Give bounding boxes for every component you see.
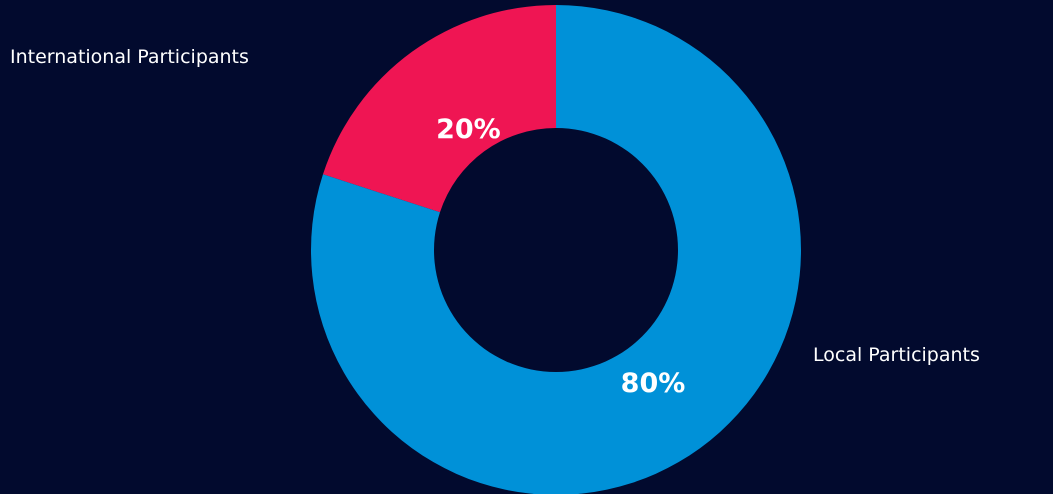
- slices-group: [311, 5, 801, 494]
- value-label-international-participants: 20%: [436, 114, 501, 145]
- slice-local-participants: [311, 5, 801, 494]
- category-label-local-participants: Local Participants: [813, 344, 980, 366]
- category-label-international-participants: International Participants: [10, 46, 249, 68]
- slice-international-participants: [322, 5, 556, 213]
- value-labels-group: 20% 80%: [436, 114, 685, 399]
- value-label-local-participants: 80%: [621, 368, 686, 399]
